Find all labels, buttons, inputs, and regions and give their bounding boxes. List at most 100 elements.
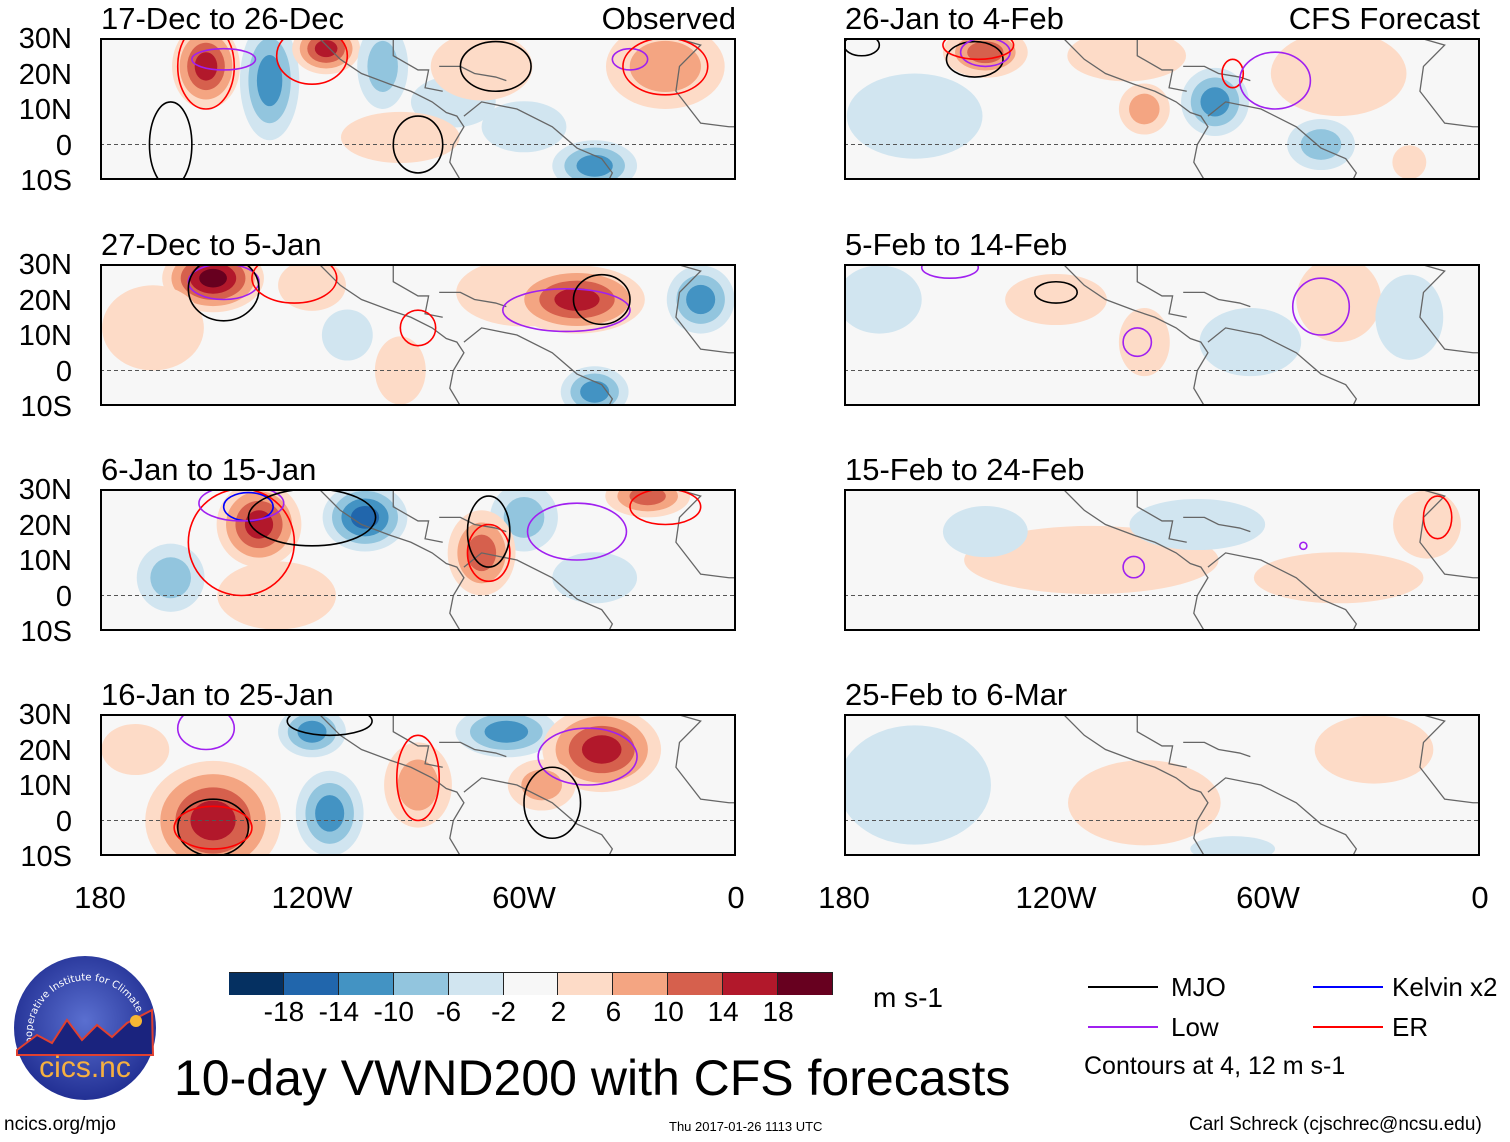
colorbar-swatch — [778, 973, 833, 995]
lon-label: 60W — [492, 880, 556, 915]
lat-label: 30N — [18, 249, 72, 281]
colorbar-swatch — [393, 973, 449, 995]
colorbar-swatch — [613, 973, 669, 995]
footer-timestamp: Thu 2017-01-26 1113 UTC — [669, 1119, 823, 1134]
low-contour — [191, 47, 257, 71]
er-contour — [622, 40, 709, 96]
legend-contour-note: Contours at 4, 12 m s-1 — [1084, 1052, 1346, 1080]
lat-label: 10N — [18, 770, 72, 802]
coastline — [1064, 40, 1478, 178]
low-contour — [501, 288, 631, 333]
anomaly-shading — [1005, 273, 1107, 326]
mjo-contour — [392, 115, 444, 174]
anomaly-shading — [278, 266, 346, 311]
low-contour — [920, 266, 980, 279]
er-contour — [251, 266, 338, 304]
footer-url[interactable]: ncics.org/mjo — [4, 1114, 116, 1135]
anomaly-shading — [846, 73, 983, 159]
low-contour — [1122, 555, 1146, 579]
colorbar-tick-label: 14 — [707, 996, 739, 1027]
anomaly-shading — [1129, 498, 1266, 551]
er-contour — [1221, 58, 1245, 89]
colorbar-tick-label: 18 — [762, 996, 794, 1027]
panel-date-range: 27-Dec to 5-Jan — [101, 227, 322, 262]
lon-label: 0 — [727, 880, 745, 915]
logo-name: cics.nc — [39, 1051, 131, 1084]
anomaly-shading — [340, 111, 460, 163]
mjo-contour — [466, 495, 511, 568]
mjo-contour — [176, 798, 250, 854]
colorbar-tick-label: -10 — [373, 996, 414, 1027]
lat-label: 10N — [18, 94, 72, 126]
lat-label: 10N — [18, 545, 72, 577]
colorbar-swatch — [338, 973, 394, 995]
lon-label: 180 — [74, 880, 126, 915]
er-contour — [466, 523, 511, 583]
er-contour — [1422, 495, 1453, 540]
lat-label: 20N — [18, 734, 72, 767]
anomaly-shading — [315, 795, 345, 832]
panel-date-range: 17-Dec to 26-Dec — [101, 1, 344, 36]
lon-label: 0 — [1471, 880, 1489, 915]
colorbar-swatch — [668, 973, 724, 995]
colorbar-tick-label: -2 — [491, 996, 516, 1027]
anomaly-shading — [580, 380, 610, 403]
anomaly-shading — [1199, 308, 1302, 377]
panel-date-range: 5-Feb to 14-Feb — [845, 227, 1068, 262]
lat-label: 10S — [20, 165, 72, 197]
colorbar-swatch — [558, 973, 614, 995]
anomaly-shading — [554, 288, 600, 311]
anomaly-shading — [1392, 145, 1427, 178]
anomaly-shading — [1068, 760, 1221, 846]
anomaly-shading — [297, 720, 327, 743]
er-contour — [176, 40, 236, 110]
lat-label: 20N — [18, 284, 72, 317]
mjo-contour — [572, 273, 631, 326]
lat-label: 10S — [20, 616, 72, 648]
anomaly-shading — [321, 309, 373, 361]
anomaly-shading — [397, 759, 439, 811]
anomaly-shading — [314, 40, 338, 58]
coastline — [320, 266, 734, 404]
map-panel — [100, 38, 736, 180]
er-contour — [275, 40, 349, 85]
anomaly-shading — [102, 723, 170, 776]
mjo-contour — [523, 766, 582, 840]
lat-label: 30N — [18, 699, 72, 731]
legend-er-label: ER — [1392, 1012, 1429, 1042]
lat-label: 10N — [18, 320, 72, 352]
colorbar-swatch — [723, 973, 779, 995]
lat-label: 20N — [18, 58, 72, 91]
lat-label: 0 — [55, 355, 72, 388]
map-panel — [844, 38, 1480, 180]
anomaly-shading — [194, 52, 218, 81]
coastline — [320, 491, 734, 629]
colorbar-tick-label: 6 — [605, 996, 622, 1027]
low-contour — [526, 502, 628, 561]
anomaly-shading — [942, 506, 1028, 558]
anomaly-shading — [481, 101, 567, 153]
low-contour — [176, 716, 236, 751]
legend-low-line — [1088, 1026, 1158, 1028]
er-contour — [187, 491, 296, 597]
lon-label: 60W — [1236, 880, 1300, 915]
anomaly-shading — [102, 285, 204, 371]
low-contour — [198, 491, 285, 522]
mjo-contour — [459, 40, 532, 93]
lon-label: 180 — [818, 880, 870, 915]
lat-label: 0 — [55, 805, 72, 838]
legend-low-label: Low — [1171, 1012, 1219, 1042]
anomaly-shading — [846, 266, 922, 334]
colorbar: -18 -14 -10 -6 -2 2 6 10 14 18 — [229, 972, 833, 1032]
mjo-contour — [1034, 280, 1079, 304]
er-contour — [629, 491, 702, 526]
low-contour — [1291, 277, 1351, 336]
map-panel — [844, 264, 1480, 406]
mjo-contour — [286, 716, 373, 737]
column-label-observed: Observed — [601, 1, 736, 36]
anomaly-shading — [1129, 93, 1160, 125]
mjo-contour — [247, 491, 377, 547]
anomaly-shading — [503, 496, 545, 538]
lat-label: 10S — [20, 391, 72, 423]
footer-author: Carl Schreck (cjschrec@ncsu.edu) — [1189, 1114, 1482, 1135]
